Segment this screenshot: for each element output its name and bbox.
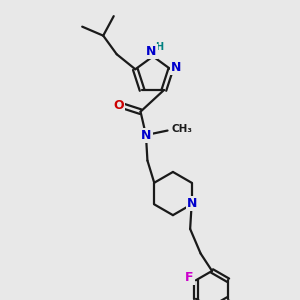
Text: O: O xyxy=(113,98,124,112)
Text: CH₃: CH₃ xyxy=(171,124,192,134)
Text: N: N xyxy=(171,61,181,74)
Text: F: F xyxy=(185,271,194,284)
Text: N: N xyxy=(187,197,197,210)
Text: N: N xyxy=(141,128,152,142)
Text: H: H xyxy=(155,42,163,52)
Text: N: N xyxy=(146,45,157,58)
